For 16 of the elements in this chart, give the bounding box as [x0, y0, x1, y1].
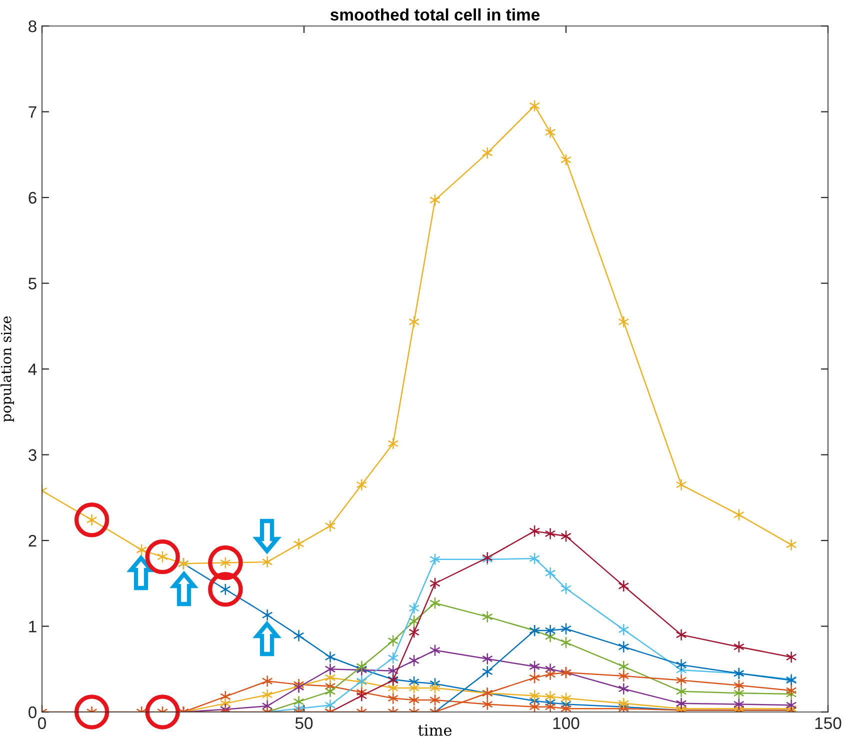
y-tick-label: 5	[28, 278, 36, 290]
y-tick-label: 3	[28, 449, 36, 461]
y-tick-label: 7	[28, 106, 36, 118]
y-tick-label: 0	[28, 706, 36, 718]
y-tick-label: 1	[29, 620, 36, 632]
x-tick-label: 50	[295, 717, 313, 730]
x-axis-title: time	[418, 724, 452, 736]
y-tick-label: 2	[28, 534, 36, 547]
chart-title: smoothed total cell in time	[330, 8, 540, 21]
y-axis-title: population size	[0, 316, 14, 422]
x-tick-label: 0	[38, 717, 46, 730]
y-tick-label: 8	[28, 20, 36, 32]
x-tick-label: 150	[815, 717, 842, 730]
x-tick-label: 100	[553, 717, 580, 730]
y-tick-label: 4	[28, 364, 37, 376]
y-tick-label: 6	[28, 192, 36, 204]
